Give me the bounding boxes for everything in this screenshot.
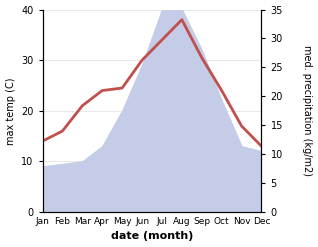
- Y-axis label: max temp (C): max temp (C): [5, 77, 16, 144]
- X-axis label: date (month): date (month): [111, 231, 193, 242]
- Y-axis label: med. precipitation (kg/m2): med. precipitation (kg/m2): [302, 45, 313, 176]
